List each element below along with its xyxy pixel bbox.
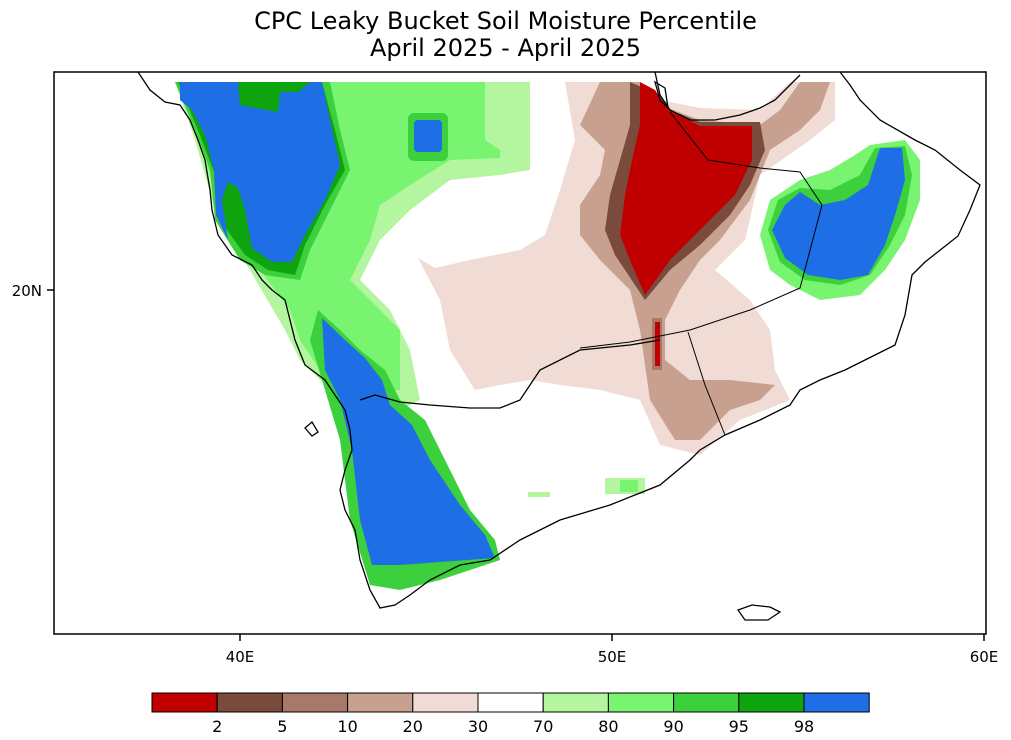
farasan-islands bbox=[304, 421, 319, 437]
qatar-outline bbox=[653, 80, 669, 110]
shading-layer bbox=[137, 72, 981, 621]
coastlines bbox=[137, 72, 981, 621]
south-wet-speck-2 bbox=[620, 480, 638, 492]
colorbar-swatch bbox=[412, 692, 479, 713]
colorbar-label: 10 bbox=[337, 717, 357, 736]
colorbar-label: 5 bbox=[277, 717, 287, 736]
saudi-yemen-border bbox=[579, 111, 823, 349]
x-tick-label-60e: 60E bbox=[970, 648, 999, 666]
map-frame bbox=[53, 71, 987, 635]
east-wet-99 bbox=[772, 148, 905, 280]
colorbar-swatch bbox=[542, 692, 609, 713]
socotra-outline bbox=[736, 604, 782, 621]
colorbar-swatch bbox=[477, 692, 544, 713]
colorbar-swatch bbox=[738, 692, 805, 713]
colorbar-label: 20 bbox=[403, 717, 423, 736]
yemen-oman-border bbox=[687, 331, 726, 436]
dry-region-2 bbox=[620, 82, 752, 295]
colorbar-swatch bbox=[347, 692, 414, 713]
wet-spot-99 bbox=[414, 120, 442, 152]
colorbar-swatch bbox=[281, 692, 349, 713]
colorbar-label: 2 bbox=[212, 717, 222, 736]
colorbar-label: 80 bbox=[598, 717, 618, 736]
south-wet-speck-3 bbox=[528, 492, 550, 497]
wet-region-99 bbox=[180, 82, 340, 262]
colorbar-swatch bbox=[216, 692, 283, 713]
colorbar-label: 30 bbox=[468, 717, 488, 736]
colorbar-label: 90 bbox=[663, 717, 683, 736]
colorbar-swatch bbox=[803, 692, 870, 713]
red-sea-coast bbox=[137, 72, 981, 609]
horn-coast bbox=[359, 339, 661, 409]
colorbar-swatch bbox=[151, 692, 218, 713]
map-subtitle: April 2025 - April 2025 bbox=[369, 34, 642, 62]
colorbar-label: 70 bbox=[533, 717, 553, 736]
map-title: CPC Leaky Bucket Soil Moisture Percentil… bbox=[254, 7, 757, 35]
coastal-wet-99 bbox=[322, 318, 495, 565]
dry-strip-core bbox=[655, 322, 660, 366]
colorbar: 2 5 10 20 30 70 80 90 95 98 bbox=[151, 692, 870, 736]
colorbar-swatch bbox=[607, 692, 675, 713]
colorbar-swatch bbox=[673, 692, 740, 713]
x-tick-label-40e: 40E bbox=[226, 648, 255, 666]
colorbar-label: 95 bbox=[729, 717, 749, 736]
y-tick-label-20n: 20N bbox=[12, 282, 42, 300]
axis-ticks bbox=[47, 289, 985, 641]
country-borders bbox=[579, 111, 823, 436]
x-tick-label-50e: 50E bbox=[598, 648, 627, 666]
colorbar-label: 98 bbox=[794, 717, 814, 736]
gulf-coast bbox=[654, 72, 801, 121]
